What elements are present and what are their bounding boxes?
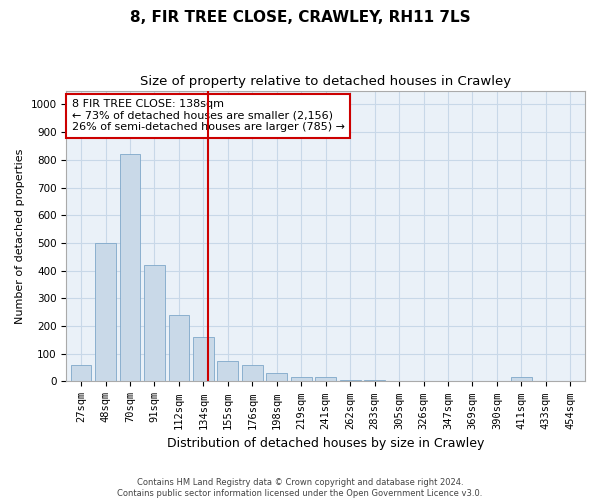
Y-axis label: Number of detached properties: Number of detached properties xyxy=(15,148,25,324)
Bar xyxy=(437,380,458,382)
Bar xyxy=(144,265,165,382)
Text: 8, FIR TREE CLOSE, CRAWLEY, RH11 7LS: 8, FIR TREE CLOSE, CRAWLEY, RH11 7LS xyxy=(130,10,470,25)
Bar xyxy=(169,315,190,382)
Bar xyxy=(364,380,385,382)
Bar xyxy=(193,337,214,382)
Text: 8 FIR TREE CLOSE: 138sqm
← 73% of detached houses are smaller (2,156)
26% of sem: 8 FIR TREE CLOSE: 138sqm ← 73% of detach… xyxy=(71,100,344,132)
Bar xyxy=(413,380,434,382)
X-axis label: Distribution of detached houses by size in Crawley: Distribution of detached houses by size … xyxy=(167,437,484,450)
Bar xyxy=(119,154,140,382)
Bar xyxy=(266,373,287,382)
Title: Size of property relative to detached houses in Crawley: Size of property relative to detached ho… xyxy=(140,75,511,88)
Bar xyxy=(242,365,263,382)
Bar xyxy=(316,378,336,382)
Bar xyxy=(511,378,532,382)
Bar xyxy=(217,360,238,382)
Bar xyxy=(340,380,361,382)
Bar xyxy=(71,365,91,382)
Bar xyxy=(95,243,116,382)
Bar xyxy=(389,380,409,382)
Bar xyxy=(291,378,311,382)
Text: Contains HM Land Registry data © Crown copyright and database right 2024.
Contai: Contains HM Land Registry data © Crown c… xyxy=(118,478,482,498)
